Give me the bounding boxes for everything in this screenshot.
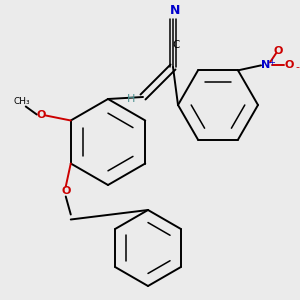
Text: O: O	[61, 187, 70, 196]
Text: CH₃: CH₃	[14, 97, 30, 106]
Text: N: N	[170, 4, 180, 17]
Text: H: H	[127, 94, 135, 104]
Text: +: +	[268, 58, 275, 67]
Text: O: O	[284, 60, 294, 70]
Text: O: O	[273, 46, 283, 56]
Text: N: N	[261, 60, 271, 70]
Text: C: C	[172, 40, 180, 50]
Text: -: -	[295, 62, 299, 72]
Text: O: O	[36, 110, 45, 121]
